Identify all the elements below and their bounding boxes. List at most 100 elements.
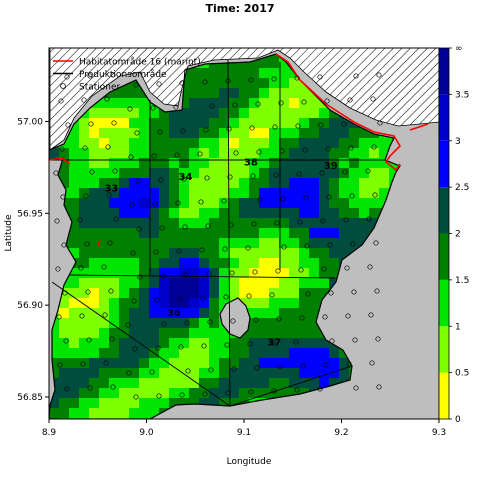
raster-cell	[239, 268, 249, 278]
raster-cell	[89, 128, 99, 138]
raster-cell	[79, 388, 89, 398]
raster-cell	[369, 198, 379, 208]
raster-cell	[219, 238, 229, 248]
raster-cell	[249, 188, 259, 198]
raster-cell	[119, 228, 129, 238]
station-marker	[198, 199, 204, 205]
raster-cell	[249, 368, 259, 378]
figure-title: Time: 2017	[205, 2, 274, 15]
raster-cell	[189, 188, 199, 198]
raster-cell	[179, 108, 189, 118]
raster-cell	[119, 318, 129, 328]
station-marker	[82, 145, 88, 151]
raster-cell	[369, 158, 379, 168]
raster-cell	[179, 308, 189, 318]
raster-cell	[239, 248, 249, 258]
raster-cell	[329, 138, 339, 148]
raster-cell	[239, 108, 249, 118]
raster-cell	[169, 348, 179, 358]
raster-cell	[329, 238, 339, 248]
raster-cell	[249, 238, 259, 248]
station-marker	[294, 387, 300, 393]
raster-cell	[129, 118, 139, 128]
raster-cell	[339, 218, 349, 228]
raster-cell	[359, 138, 369, 148]
raster-cell	[289, 88, 299, 98]
raster-cell	[359, 128, 369, 138]
raster-cell	[249, 228, 259, 238]
colorbar-band	[439, 372, 449, 419]
raster-cell	[229, 188, 239, 198]
raster-cell	[269, 108, 279, 118]
station-marker	[373, 240, 379, 246]
station-marker	[325, 146, 331, 152]
raster-cell	[149, 398, 159, 408]
raster-cell	[149, 218, 159, 228]
station-marker	[109, 336, 115, 342]
raster-cell	[159, 268, 169, 278]
raster-cell	[119, 208, 129, 218]
raster-cell	[229, 68, 239, 78]
raster-cell	[69, 338, 79, 348]
station-marker	[346, 361, 352, 367]
raster-cell	[169, 128, 179, 138]
raster-cell	[279, 308, 289, 318]
station-marker	[293, 339, 299, 345]
raster-cell	[59, 168, 69, 178]
raster-cell	[219, 78, 229, 88]
raster-cell	[119, 158, 129, 168]
raster-cell	[269, 218, 279, 228]
raster-cell	[299, 118, 309, 128]
raster-cell	[249, 208, 259, 218]
raster-cell	[389, 168, 399, 178]
raster-cell	[59, 388, 69, 398]
raster-cell	[109, 348, 119, 358]
raster-cell	[179, 88, 189, 98]
raster-cell	[279, 148, 289, 158]
raster-cell	[129, 178, 139, 188]
raster-cell	[59, 178, 69, 188]
station-marker	[342, 169, 348, 175]
raster-cell	[269, 54, 279, 58]
colorbar-band	[439, 187, 449, 234]
station-marker	[352, 337, 358, 343]
raster-cell	[289, 288, 299, 298]
raster-cell	[109, 228, 119, 238]
raster-cell	[249, 68, 259, 78]
raster-cell	[99, 328, 109, 338]
raster-cell	[169, 178, 179, 188]
raster-cell	[59, 298, 69, 308]
station-marker	[303, 195, 309, 201]
raster-cell	[319, 128, 329, 138]
raster-cell	[119, 308, 129, 318]
raster-cell	[289, 108, 299, 118]
station-marker	[225, 78, 231, 84]
raster-cell	[199, 338, 209, 348]
raster-cell	[199, 168, 209, 178]
raster-cell	[259, 68, 269, 78]
raster-cell	[309, 308, 319, 318]
raster-cell	[279, 258, 289, 268]
raster-cell	[199, 218, 209, 228]
raster-cell	[309, 118, 319, 128]
raster-cell	[109, 148, 119, 158]
raster-cell	[209, 288, 219, 298]
raster-cell	[289, 308, 299, 318]
raster-cell	[129, 378, 139, 388]
raster-cell	[189, 218, 199, 228]
raster-cell	[159, 238, 169, 248]
raster-cell	[159, 108, 169, 118]
raster-cell	[59, 308, 69, 318]
raster-cell	[109, 238, 119, 248]
x-axis: 8.9 9.0 9.1 9.2 9.3	[42, 419, 446, 438]
x-tick-label: 9.0	[139, 428, 154, 438]
raster-cell	[139, 128, 149, 138]
raster-cell	[149, 168, 159, 178]
raster-cell	[139, 168, 149, 178]
raster-cell	[269, 378, 279, 388]
raster-cell	[379, 178, 389, 188]
production-boundary	[51, 281, 231, 407]
raster-cell	[99, 278, 109, 288]
raster-cell	[169, 138, 179, 148]
raster-cell	[139, 378, 149, 388]
